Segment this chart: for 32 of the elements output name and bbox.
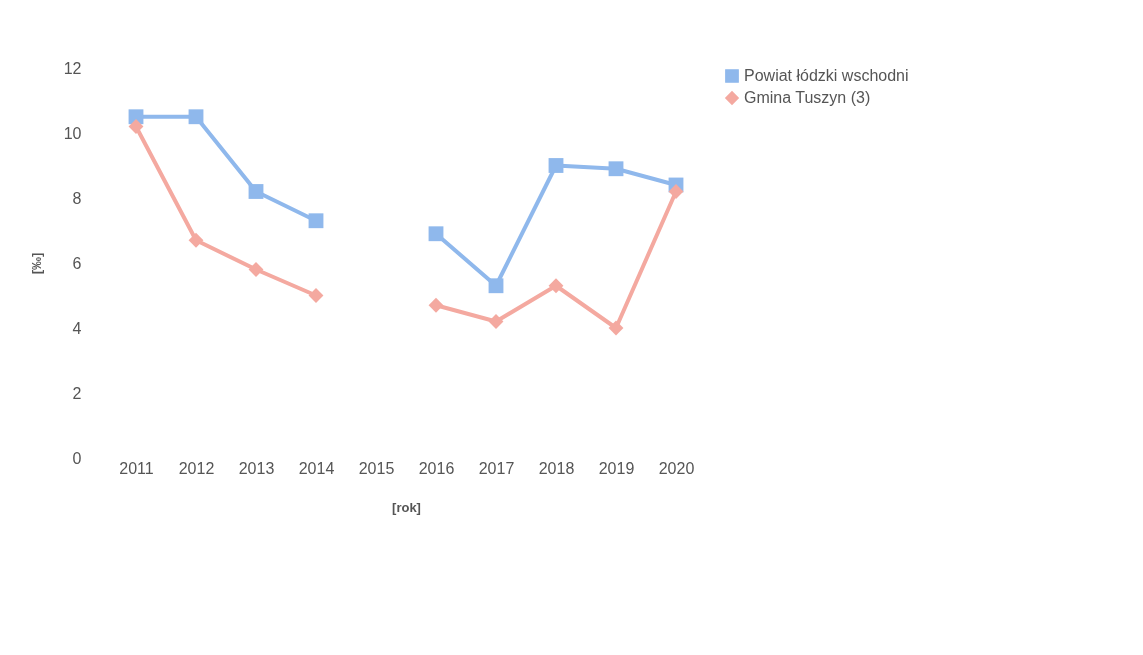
x-tick-label: 2018 — [538, 459, 575, 477]
point — [248, 184, 264, 199]
y-tick-label: 6 — [72, 254, 82, 272]
y-tick-label: 8 — [72, 189, 82, 207]
y-tick-label: 2 — [72, 384, 82, 402]
x-tick-label: 2016 — [418, 459, 455, 477]
x-tick-label: 2012 — [178, 459, 215, 477]
y-tick-label: 12 — [63, 59, 82, 77]
x-tick-label: 2017 — [478, 459, 515, 477]
point — [548, 278, 564, 294]
y-tick-label: 4 — [72, 319, 82, 337]
point — [188, 109, 204, 125]
y-axis-title: [‰] — [28, 252, 44, 275]
x-tick-label: 2020 — [658, 459, 695, 477]
x-tick-label: 2014 — [298, 459, 335, 477]
point — [428, 226, 444, 242]
point — [308, 213, 324, 229]
y-tick-label: 10 — [63, 124, 82, 142]
x-tick-label: 2013 — [238, 459, 275, 477]
legend-label: Powiat łódzki wschodni — [744, 67, 909, 84]
x-axis-title: [rok] — [392, 499, 421, 515]
point — [188, 232, 204, 248]
point — [428, 297, 444, 313]
point — [608, 320, 624, 336]
x-tick-label: 2019 — [598, 459, 635, 477]
x-tick-label: 2015 — [358, 459, 395, 477]
point — [608, 161, 624, 177]
point — [488, 278, 504, 294]
y-tick-label: 0 — [72, 449, 82, 467]
x-tick-label: 2011 — [119, 459, 154, 477]
legend-label: Gmina Tuszyn (3) — [744, 89, 871, 106]
point — [548, 158, 564, 173]
